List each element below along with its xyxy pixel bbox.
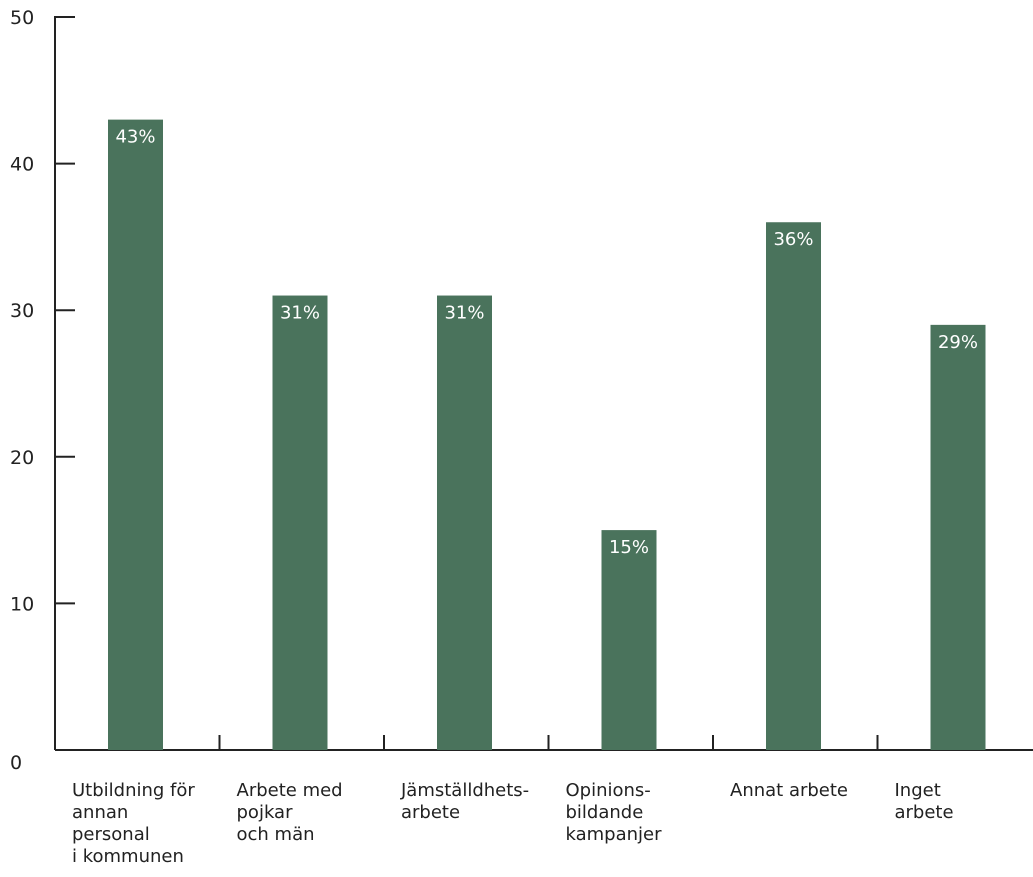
category-label-line: personal: [72, 824, 150, 845]
y-tick-label: 0: [10, 752, 22, 774]
bar: [272, 295, 328, 750]
data-label: 36%: [773, 229, 813, 250]
bar: [108, 119, 163, 751]
category-label: Opinions-bildande kampanjer: [566, 780, 663, 845]
data-label: 31%: [444, 303, 484, 324]
data-label: 43%: [115, 127, 155, 148]
bar: [601, 530, 657, 750]
bar: [930, 324, 986, 750]
x-axis: [55, 735, 1033, 751]
category-label-line: pojkar: [237, 802, 294, 823]
category-label-line: i kommunen: [72, 846, 184, 867]
category-label-line: Opinions-: [566, 780, 651, 801]
category-label-line: och män: [237, 824, 315, 845]
category-label: Arbete med pojkar och män: [237, 780, 343, 845]
bars: [108, 119, 986, 751]
category-label: Utbildning för annan personal i kommunen: [72, 780, 195, 867]
category-label: Inget arbete: [895, 780, 954, 823]
category-label-line: Inget: [895, 780, 941, 801]
category-label: Jämställdhets-arbete: [400, 780, 529, 823]
category-label-line: arbete: [401, 802, 460, 823]
bar: [766, 222, 821, 751]
category-label: Annat arbete: [730, 780, 848, 801]
data-label: 31%: [280, 303, 320, 324]
category-label-line: annan: [72, 802, 128, 823]
category-label-line: Annat arbete: [730, 780, 848, 801]
y-tick-label: 40: [10, 154, 34, 176]
category-label-line: Arbete med: [237, 780, 343, 801]
data-label: 15%: [609, 537, 649, 558]
y-tick-label: 30: [10, 300, 34, 322]
data-labels: 43% 31% 31% 15% 36% 29%: [115, 127, 978, 558]
category-label-line: Jämställdhets-: [400, 780, 529, 801]
category-label-line: bildande: [566, 802, 644, 823]
bar: [437, 295, 492, 750]
category-label-line: kampanjer: [566, 824, 663, 845]
y-tick-label: 10: [10, 593, 34, 615]
data-label: 29%: [938, 332, 978, 353]
y-axis: 0 10 20 30 40 50: [10, 7, 75, 774]
y-tick-label: 20: [10, 447, 34, 469]
category-label-line: Utbildning för: [72, 780, 195, 801]
category-label-line: arbete: [895, 802, 954, 823]
category-labels: Utbildning för annan personal i kommunen Arb…: [72, 780, 954, 867]
y-tick-label: 50: [10, 7, 34, 29]
